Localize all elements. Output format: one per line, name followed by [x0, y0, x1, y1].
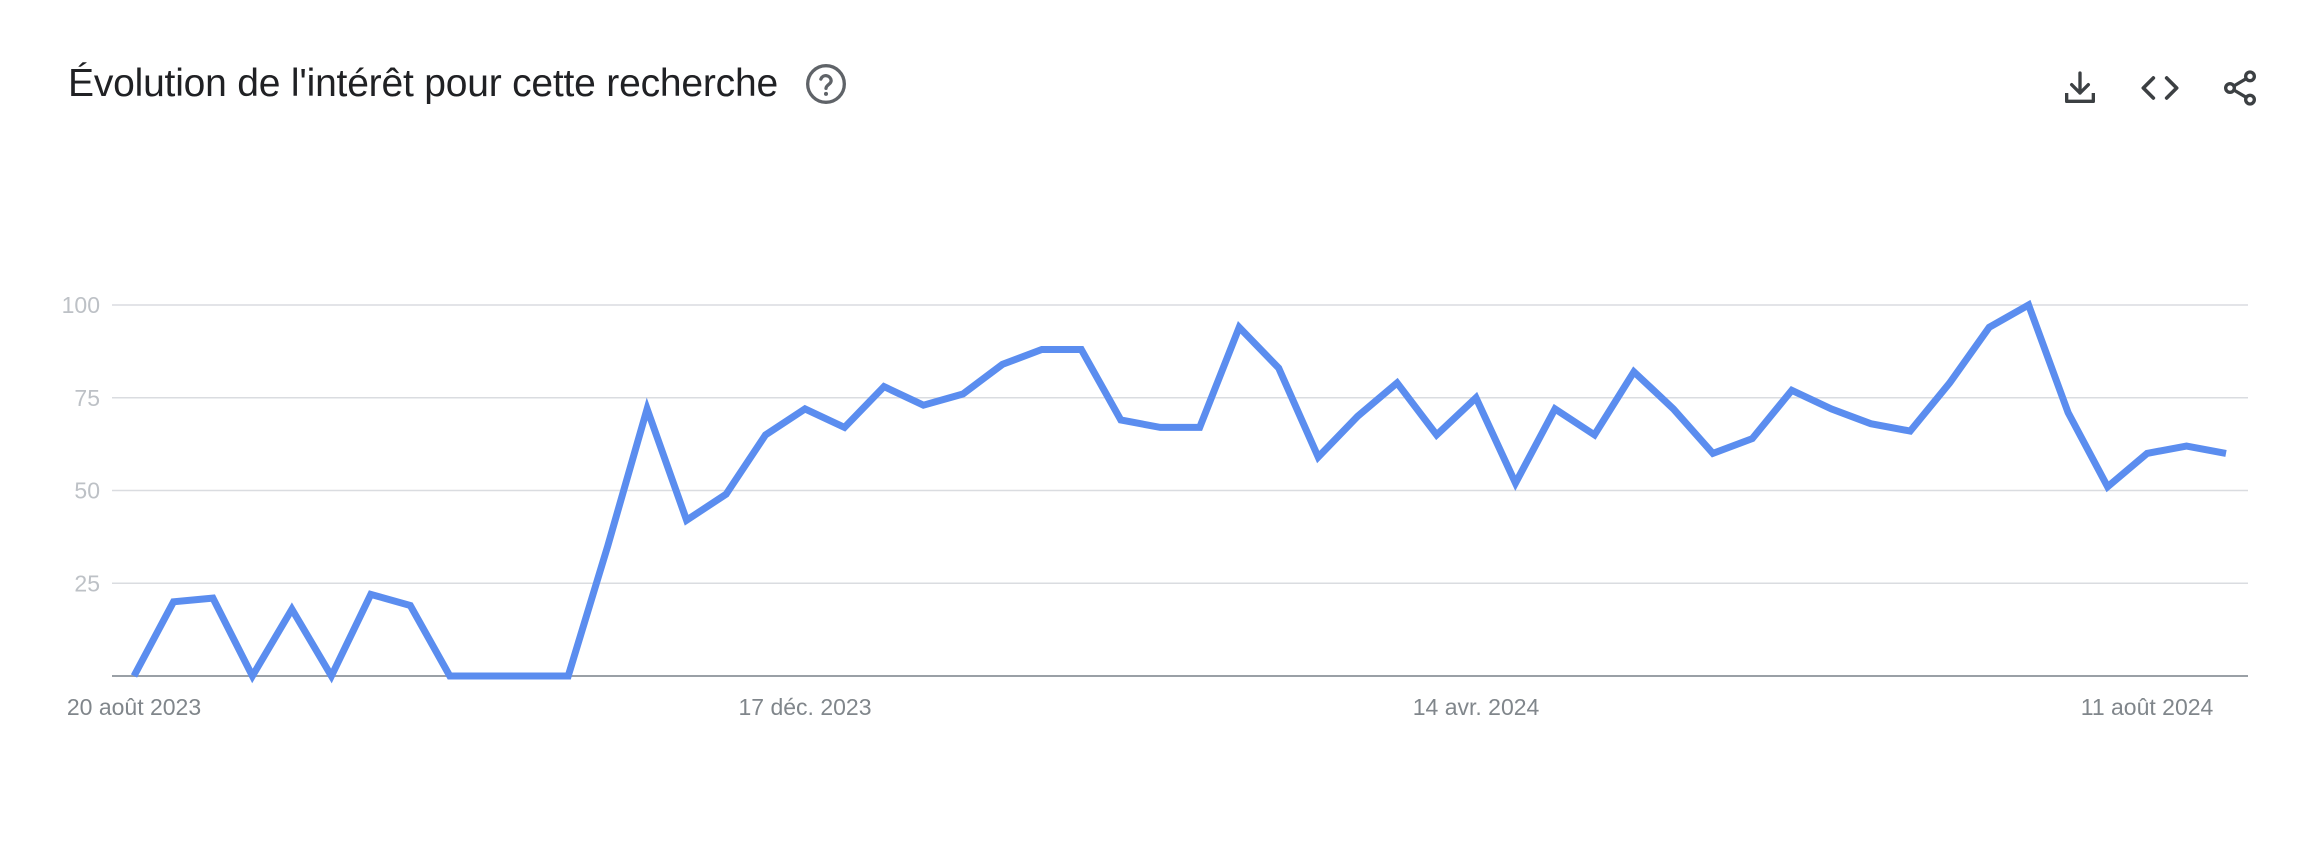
- card-toolbar: [2056, 64, 2264, 112]
- x-tick-label: 14 avr. 2024: [1413, 694, 1540, 720]
- y-tick-label: 50: [74, 478, 100, 504]
- card-title: Évolution de l'intérêt pour cette recher…: [68, 62, 778, 105]
- card-header: Évolution de l'intérêt pour cette recher…: [68, 62, 848, 106]
- x-tick-label: 20 août 2023: [67, 694, 201, 720]
- x-tick-label: 17 déc. 2023: [739, 694, 872, 720]
- y-tick-label: 75: [74, 385, 100, 411]
- y-tick-label: 25: [74, 570, 100, 596]
- share-icon[interactable]: [2216, 64, 2264, 112]
- embed-code-icon[interactable]: [2136, 64, 2184, 112]
- download-icon[interactable]: [2056, 64, 2104, 112]
- series-line: [130, 299, 2227, 684]
- y-tick-label: 100: [62, 292, 100, 318]
- help-circle-icon[interactable]: [804, 62, 848, 106]
- x-tick-label: 11 août 2024: [2081, 694, 2214, 720]
